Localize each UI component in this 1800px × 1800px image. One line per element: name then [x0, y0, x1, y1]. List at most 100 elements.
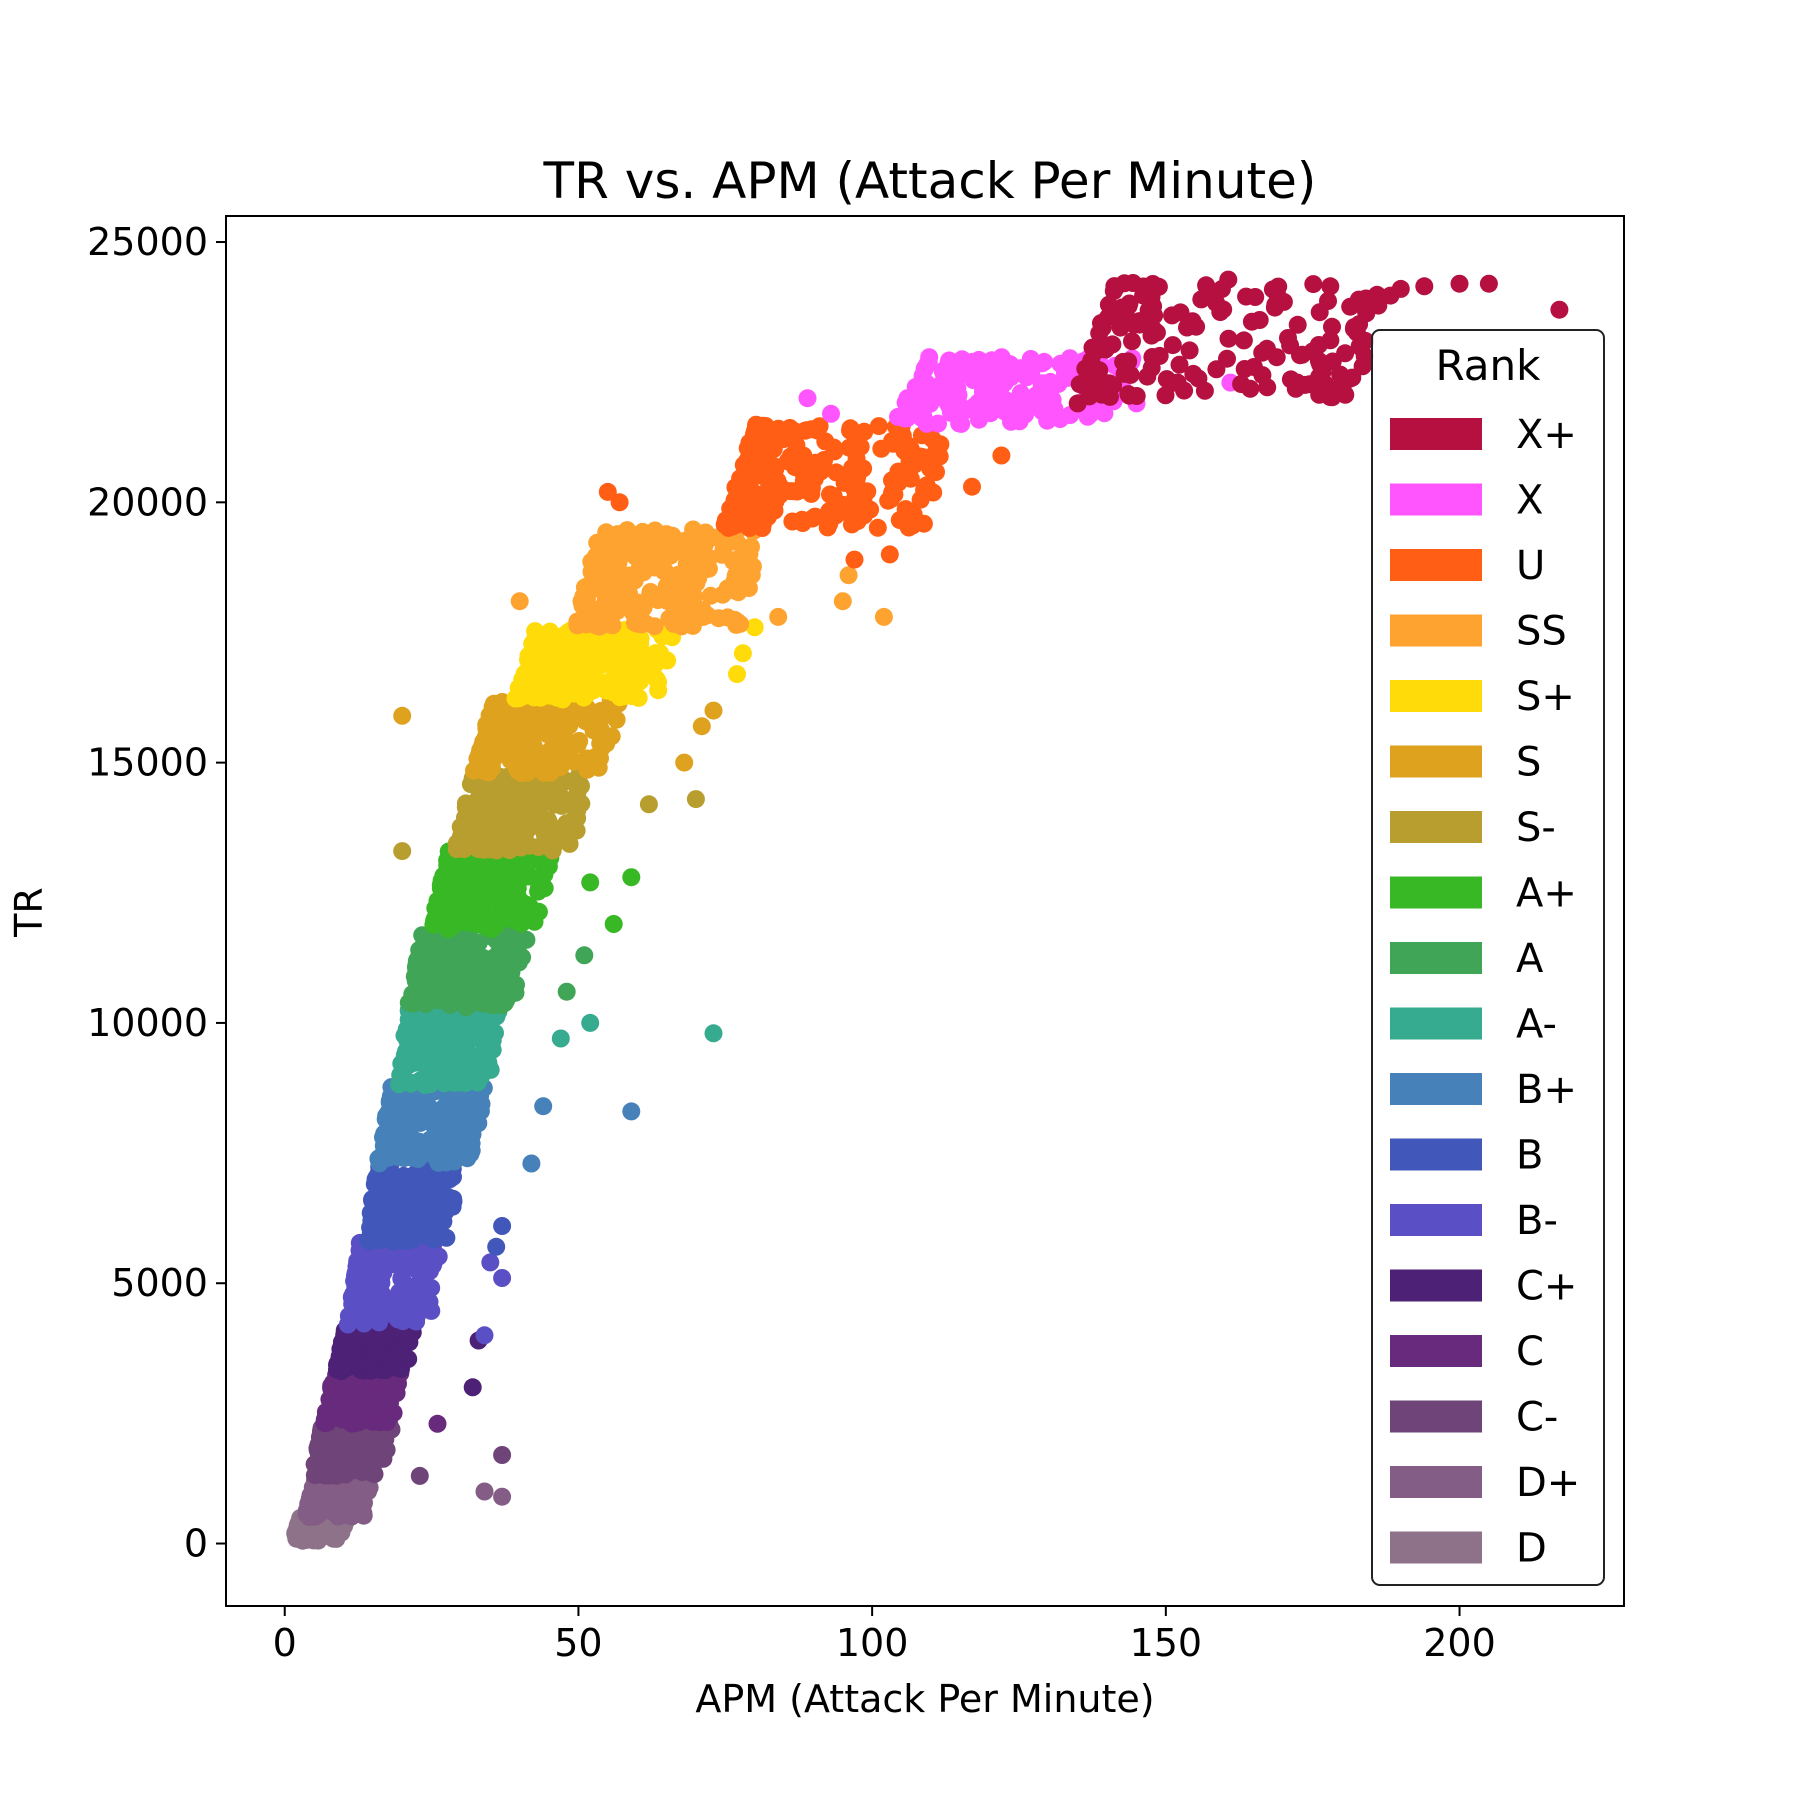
data-point: [1336, 385, 1355, 404]
data-point: [410, 1106, 428, 1125]
data-point: [361, 1218, 380, 1237]
data-point: [599, 681, 618, 700]
data-point: [614, 687, 633, 706]
data-point: [1077, 371, 1096, 390]
data-point: [905, 396, 924, 415]
data-point: [472, 916, 491, 935]
data-point: [480, 840, 499, 859]
data-point: [861, 500, 880, 519]
data-point: [1321, 331, 1340, 350]
data-point-outlier: [874, 607, 893, 626]
legend-label-S-: S-: [1516, 805, 1556, 851]
data-point: [840, 438, 859, 457]
legend-swatch-B+: [1390, 1073, 1482, 1105]
data-point: [392, 1269, 411, 1287]
data-point: [583, 711, 602, 729]
data-point: [467, 879, 486, 898]
data-point: [539, 817, 558, 836]
data-point: [727, 533, 746, 552]
data-point: [579, 576, 598, 595]
x-axis-label: APM (Attack Per Minute): [695, 1677, 1154, 1721]
y-tick-label: 25000: [87, 220, 208, 264]
data-point: [405, 1200, 424, 1219]
data-point: [434, 1212, 453, 1231]
data-point-outlier: [493, 1487, 512, 1506]
data-point: [1357, 302, 1375, 320]
legend-label-B+: B+: [1516, 1067, 1577, 1113]
y-axis-label: TR: [7, 887, 51, 938]
data-point-outlier: [675, 753, 694, 772]
data-point: [677, 555, 696, 573]
data-point: [405, 1187, 424, 1206]
data-point-outlier: [487, 1237, 506, 1256]
data-point: [497, 744, 516, 763]
x-tick-label: 150: [1130, 1621, 1203, 1665]
data-point: [920, 381, 939, 400]
data-point: [869, 417, 888, 436]
data-point: [658, 651, 677, 670]
data-point-outlier: [1068, 394, 1087, 413]
data-point: [731, 469, 750, 488]
data-point: [355, 1306, 374, 1325]
data-point: [440, 1170, 459, 1189]
data-point-outlier: [493, 1217, 512, 1235]
legend-swatch-S: [1390, 745, 1482, 778]
data-point: [451, 988, 470, 1007]
data-point: [740, 544, 759, 563]
data-point: [682, 584, 701, 603]
data-point-outlier: [610, 493, 629, 512]
data-point: [362, 1463, 381, 1482]
data-point: [784, 482, 802, 501]
legend-label-SS: SS: [1516, 609, 1567, 655]
data-point: [845, 480, 864, 499]
legend-label-A-: A-: [1516, 1002, 1557, 1048]
data-point: [543, 841, 562, 860]
data-point: [1310, 303, 1329, 322]
data-point-outlier: [1415, 277, 1434, 296]
data-point: [1114, 314, 1133, 332]
data-point: [368, 1399, 387, 1418]
data-point: [395, 1149, 413, 1167]
legend-title: Rank: [1436, 341, 1542, 390]
data-point: [738, 451, 757, 470]
data-point: [348, 1431, 367, 1450]
data-point-outlier: [745, 618, 764, 637]
data-point-outlier: [522, 1154, 541, 1173]
data-point: [406, 1165, 424, 1184]
data-point: [966, 370, 985, 389]
data-point: [370, 1428, 389, 1447]
data-point: [821, 485, 839, 504]
data-point: [1263, 280, 1282, 299]
legend-label-X: X: [1516, 478, 1543, 524]
legend-swatch-X: [1390, 483, 1482, 516]
data-point-outlier: [822, 404, 840, 423]
data-point: [560, 716, 579, 735]
data-point: [660, 609, 679, 628]
data-point: [377, 1107, 396, 1125]
data-point: [765, 501, 784, 520]
data-point: [465, 1027, 484, 1045]
data-point: [491, 968, 510, 987]
data-point-outlier: [1051, 410, 1070, 428]
data-point: [628, 614, 647, 633]
data-point-outlier: [622, 1102, 641, 1121]
data-point: [1345, 318, 1364, 337]
data-point-outlier: [581, 1013, 600, 1032]
data-point: [539, 686, 558, 705]
data-point: [334, 1358, 352, 1377]
data-point-outlier: [481, 1253, 500, 1272]
data-point: [899, 436, 918, 455]
data-point: [431, 879, 450, 898]
data-point-outlier: [704, 701, 723, 720]
data-point: [346, 1285, 365, 1304]
data-point: [582, 658, 601, 677]
legend-swatch-B-: [1390, 1204, 1482, 1236]
data-point-outlier: [1479, 274, 1498, 293]
legend-swatch-X+: [1390, 418, 1482, 450]
data-point: [1163, 336, 1182, 355]
data-point: [855, 422, 874, 441]
data-point: [376, 1386, 395, 1405]
data-point-outlier: [410, 1466, 429, 1485]
series-S+: [506, 618, 764, 709]
